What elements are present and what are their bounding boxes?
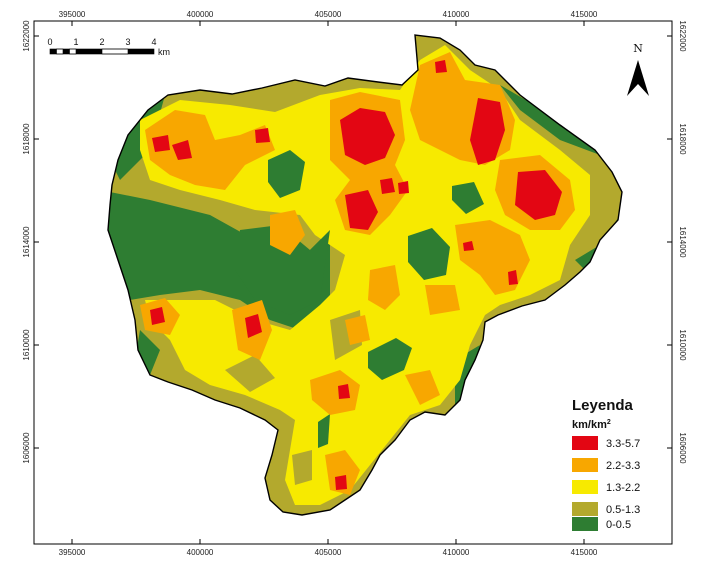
y-tick-left-1: 1618000 — [22, 123, 31, 155]
zone-red-c — [345, 190, 378, 230]
legend-label-0: 3.3-5.7 — [606, 438, 640, 450]
north-label: N — [633, 42, 643, 55]
scale-unit: km — [158, 47, 170, 57]
legend-label-3: 0.5-1.3 — [606, 504, 640, 516]
legend-label-4: 0-0.5 — [606, 519, 631, 531]
x-tick-bottom-3: 410000 — [443, 548, 470, 557]
legend-swatch-1 — [572, 458, 598, 472]
zone-green-hole-4 — [452, 182, 484, 214]
zone-orange-c3 — [425, 285, 460, 315]
zone-red-ne — [470, 98, 505, 165]
zone-red-e3 — [508, 270, 518, 285]
y-tick-right-2: 1614000 — [678, 226, 687, 258]
y-tick-left-2: 1614000 — [22, 226, 31, 258]
legend-swatch-2 — [572, 480, 598, 494]
y-axis-left: 1622000 1618000 1614000 1610000 1606000 — [22, 20, 39, 464]
x-axis-bottom: 395000 400000 405000 410000 415000 — [59, 539, 598, 557]
y-tick-left-0: 1622000 — [22, 20, 31, 52]
zone-orange-s3 — [405, 370, 440, 405]
legend-swatch-0 — [572, 436, 598, 450]
zone-olive-hole-2 — [225, 355, 275, 392]
zone-orange-c2 — [368, 265, 400, 310]
zone-green-east — [575, 215, 620, 275]
scale-label-0: 0 — [47, 37, 52, 47]
zone-orange-s2 — [325, 450, 360, 495]
zone-red-c2 — [380, 178, 395, 194]
y-tick-right-3: 1610000 — [678, 329, 687, 361]
legend-swatch-4 — [572, 517, 598, 531]
x-tick-top-3: 410000 — [443, 10, 470, 19]
zone-orange-c1 — [270, 210, 305, 255]
zone-green-ne — [500, 85, 600, 155]
legend-unit-base: km/km — [572, 419, 607, 431]
zone-red-n — [340, 108, 395, 165]
x-tick-top-1: 400000 — [187, 10, 214, 19]
zone-orange-s1 — [310, 370, 360, 415]
zone-green-hole-2 — [268, 150, 305, 198]
x-tick-bottom-2: 405000 — [315, 548, 342, 557]
zone-red-s1 — [338, 384, 350, 399]
zone-red-e2 — [463, 241, 474, 251]
zone-green-hole-6 — [318, 414, 330, 448]
zone-green-hole-1 — [235, 225, 330, 315]
zone-red-nw2 — [172, 140, 192, 160]
y-tick-right-1: 1618000 — [678, 123, 687, 155]
scale-label-1: 1 — [73, 37, 78, 47]
x-tick-bottom-0: 395000 — [59, 548, 86, 557]
zone-red-c3 — [398, 181, 409, 194]
scale-label-2: 2 — [99, 37, 104, 47]
zone-red-w — [150, 307, 165, 325]
x-tick-top-0: 395000 — [59, 10, 86, 19]
x-axis-top: 395000 400000 405000 410000 415000 — [59, 10, 598, 26]
legend-label-1: 2.2-3.3 — [606, 460, 640, 472]
x-tick-top-2: 405000 — [315, 10, 342, 19]
zone-red-w2 — [245, 314, 262, 338]
zone-green-hole-3 — [408, 228, 450, 280]
zone-red-s2 — [335, 475, 347, 490]
legend-label-2: 1.3-2.2 — [606, 482, 640, 494]
legend-title: Leyenda — [572, 397, 634, 414]
zone-orange-nw — [145, 110, 275, 190]
legend: Leyenda km/km2 3.3-5.7 2.2-3.3 1.3-2.2 0… — [572, 397, 640, 531]
scale-bar: 0 1 2 3 4 km — [47, 37, 170, 57]
legend-unit-sup: 2 — [607, 419, 611, 426]
zone-red-nw1 — [152, 135, 170, 152]
zone-red-e — [515, 170, 562, 220]
zone-olive-hole-3 — [292, 450, 312, 485]
x-tick-top-4: 415000 — [571, 10, 598, 19]
legend-unit: km/km2 — [572, 419, 611, 431]
y-tick-right-4: 1606000 — [678, 432, 687, 464]
y-tick-left-4: 1606000 — [22, 432, 31, 464]
zone-orange-s4 — [345, 315, 370, 345]
north-arrow-icon: N — [627, 42, 649, 96]
y-tick-right-0: 1622000 — [678, 20, 687, 52]
zone-green-hole-5 — [368, 338, 412, 380]
basin-outline — [107, 34, 623, 516]
x-tick-bottom-1: 400000 — [187, 548, 214, 557]
zone-red-nw3 — [255, 128, 270, 143]
y-tick-left-3: 1610000 — [22, 329, 31, 361]
y-axis-right: 1622000 1618000 1614000 1610000 1606000 — [667, 20, 687, 464]
scale-label-4: 4 — [151, 37, 156, 47]
legend-swatch-3 — [572, 502, 598, 516]
x-tick-bottom-4: 415000 — [571, 548, 598, 557]
scale-label-3: 3 — [125, 37, 130, 47]
zone-red-top — [435, 60, 447, 73]
